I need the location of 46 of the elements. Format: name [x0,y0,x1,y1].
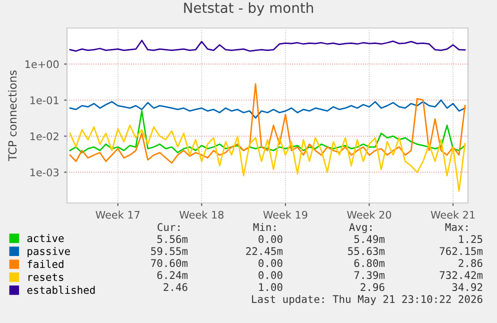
text: 0.00 [258,259,282,268]
text: 34.92 [452,283,482,292]
line-series [69,110,466,154]
text: 732.42m [440,271,483,280]
text: 5.56m [157,235,188,244]
text: 22.45m [246,247,283,256]
line-series [69,124,466,192]
text: 2.96 [360,283,384,292]
chart-title: Netstat - by month [184,2,314,16]
line-series [69,83,466,164]
text: 5.49m [354,235,385,244]
text: 1.00 [259,283,282,292]
line-series [69,99,466,119]
legend-label: failed [28,260,64,268]
line-series [69,40,466,52]
y-tick-label: 1e+00 [25,60,59,68]
text: 55.63m [348,247,385,256]
x-tick-label: Week 19 [263,210,308,219]
text: 0.00 [258,271,282,280]
x-tick-label: Week 20 [347,210,392,219]
text: Min: [253,222,276,231]
text: 7.39m [354,271,385,280]
text: 762.15m [440,247,483,256]
text: 0.00 [258,235,282,244]
x-tick-label: Week 21 [430,210,475,219]
x-tick-label: Week 18 [179,210,224,219]
text: Avg: [349,223,372,234]
y-tick-label: 1e-02 [30,132,58,140]
text: 6.24m [157,271,188,280]
legend-label: resets [28,274,64,281]
text: Cur: [158,223,180,232]
text: 70.60m [151,259,188,268]
text: 1.25 [459,235,482,244]
legend-label: active [27,234,64,242]
y-tick-label: 1e-01 [30,96,58,104]
y-tick-label: 1e-03 [30,168,59,176]
legend-label: passive [28,247,70,258]
text: 2.86 [458,259,482,268]
y-axis-title: TCP connections [8,70,17,162]
text: Last update: Thu May 21 23:10:22 2026 [252,294,482,306]
x-tick-label: Week 17 [96,210,140,219]
text: 6.80m [354,259,385,268]
legend-label: established [27,286,95,294]
text: Max: [445,223,468,232]
text: 59.55m [151,247,188,256]
text: 2.46 [164,283,188,292]
